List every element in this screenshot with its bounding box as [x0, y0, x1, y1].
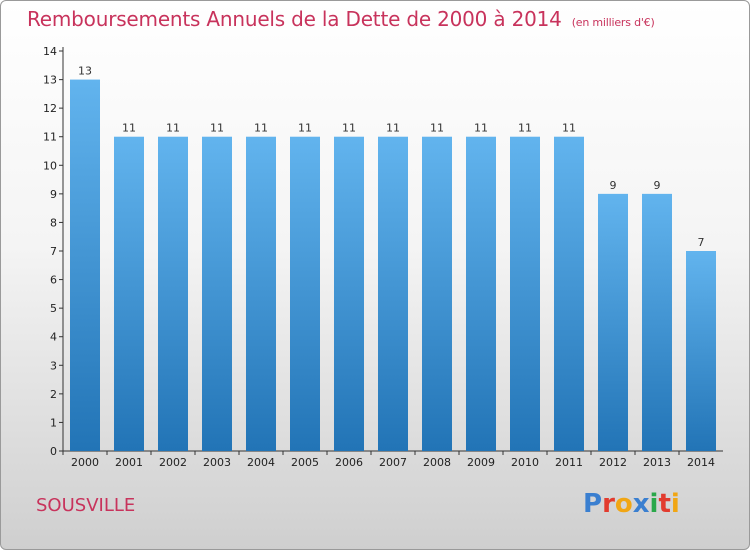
- bar-value-label: 7: [698, 236, 705, 249]
- x-tick-label: 2003: [203, 456, 231, 469]
- bar-value-label: 11: [474, 122, 488, 135]
- bar-value-label: 9: [610, 179, 617, 192]
- bar-value-label: 11: [386, 122, 400, 135]
- x-tick-label: 2013: [643, 456, 671, 469]
- logo-letter: P: [583, 489, 603, 519]
- x-tick-label: 2006: [335, 456, 363, 469]
- logo-letter: i: [670, 489, 680, 519]
- y-tick-label: 6: [50, 274, 57, 287]
- y-tick-label: 5: [50, 302, 57, 315]
- bar-value-label: 9: [654, 179, 661, 192]
- bar: [202, 136, 232, 451]
- y-tick-label: 0: [50, 445, 57, 458]
- bar: [554, 136, 584, 451]
- y-tick-label: 13: [43, 74, 57, 87]
- bar-value-label: 11: [342, 122, 356, 135]
- chart-title: Remboursements Annuels de la Dette de 20…: [27, 7, 655, 31]
- logo-letter: x: [632, 489, 650, 519]
- bar-value-label: 11: [518, 122, 532, 135]
- x-tick-label: 2004: [247, 456, 275, 469]
- y-tick-label: 10: [43, 159, 57, 172]
- x-tick-label: 2008: [423, 456, 451, 469]
- y-tick-label: 8: [50, 216, 57, 229]
- bar-value-label: 11: [254, 122, 268, 135]
- x-tick-label: 2011: [555, 456, 583, 469]
- y-tick-label: 11: [43, 131, 57, 144]
- bar: [158, 136, 188, 451]
- bar-value-label: 11: [210, 122, 224, 135]
- commune-name: SOUSVILLE: [36, 495, 136, 516]
- x-tick-label: 2002: [159, 456, 187, 469]
- bar: [70, 79, 100, 452]
- logo-letter: i: [649, 489, 659, 519]
- bar: [466, 136, 496, 451]
- bar: [510, 136, 540, 451]
- x-tick-label: 2000: [71, 456, 99, 469]
- bar: [246, 136, 276, 451]
- bar-value-label: 11: [430, 122, 444, 135]
- x-tick-label: 2005: [291, 456, 319, 469]
- bar-value-label: 13: [78, 65, 92, 78]
- bar: [598, 193, 628, 451]
- proxiti-logo[interactable]: Proxiti: [583, 489, 680, 519]
- bar: [422, 136, 452, 451]
- bar-value-label: 11: [562, 122, 576, 135]
- bar: [290, 136, 320, 451]
- bar: [642, 193, 672, 451]
- chart-title-text: Remboursements Annuels de la Dette de 20…: [27, 7, 562, 31]
- bar: [334, 136, 364, 451]
- x-tick-label: 2009: [467, 456, 495, 469]
- x-tick-label: 2007: [379, 456, 407, 469]
- x-tick-label: 2010: [511, 456, 539, 469]
- x-tick-label: 2012: [599, 456, 627, 469]
- bar-value-label: 11: [166, 122, 180, 135]
- y-tick-label: 3: [50, 359, 57, 372]
- chart-unit: (en milliers d'€): [571, 16, 655, 29]
- bar: [686, 251, 716, 451]
- x-tick-label: 2001: [115, 456, 143, 469]
- x-tick-label: 2014: [687, 456, 715, 469]
- logo-letter: o: [614, 489, 633, 519]
- logo-letter: r: [602, 489, 615, 519]
- y-tick-label: 12: [43, 102, 57, 115]
- y-tick-label: 7: [50, 245, 57, 258]
- logo-letter: t: [658, 489, 671, 519]
- y-tick-label: 2: [50, 388, 57, 401]
- bar-value-label: 11: [122, 122, 136, 135]
- bar: [378, 136, 408, 451]
- y-tick-label: 1: [50, 416, 57, 429]
- bar: [114, 136, 144, 451]
- y-tick-label: 4: [50, 331, 57, 344]
- y-tick-label: 9: [50, 188, 57, 201]
- y-tick-label: 14: [43, 45, 57, 58]
- bar-value-label: 11: [298, 122, 312, 135]
